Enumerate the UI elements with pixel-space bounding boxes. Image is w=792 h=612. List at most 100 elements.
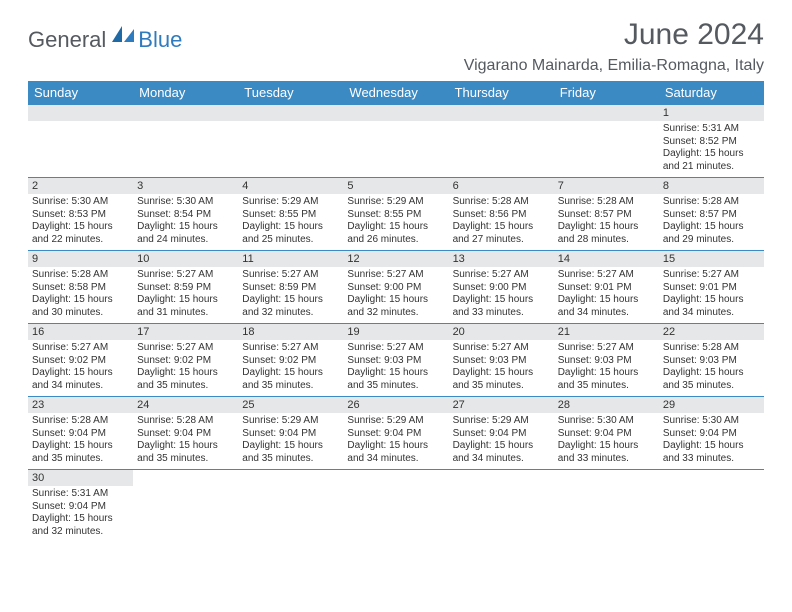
sunset-text: Sunset: 8:54 PM (137, 209, 234, 222)
daylight-text: Daylight: 15 hours and 34 minutes. (558, 294, 655, 319)
day-detail (238, 486, 343, 492)
day-number: 15 (659, 251, 764, 267)
daylight-text: Daylight: 15 hours and 35 minutes. (558, 367, 655, 392)
calendar-cell: 10Sunrise: 5:27 AMSunset: 8:59 PMDayligh… (133, 251, 238, 324)
sunset-text: Sunset: 8:55 PM (242, 209, 339, 222)
calendar-cell: 11Sunrise: 5:27 AMSunset: 8:59 PMDayligh… (238, 251, 343, 324)
day-number (343, 105, 448, 121)
daylight-text: Daylight: 15 hours and 35 minutes. (347, 367, 444, 392)
day-detail: Sunrise: 5:28 AMSunset: 9:04 PMDaylight:… (133, 413, 238, 469)
sunset-text: Sunset: 9:03 PM (453, 355, 550, 368)
calendar-cell: 2Sunrise: 5:30 AMSunset: 8:53 PMDaylight… (28, 178, 133, 251)
sunset-text: Sunset: 9:00 PM (347, 282, 444, 295)
calendar-cell: 19Sunrise: 5:27 AMSunset: 9:03 PMDayligh… (343, 324, 448, 397)
daylight-text: Daylight: 15 hours and 35 minutes. (242, 367, 339, 392)
sunrise-text: Sunrise: 5:27 AM (32, 342, 129, 355)
day-detail (343, 486, 448, 492)
sunset-text: Sunset: 8:56 PM (453, 209, 550, 222)
day-detail: Sunrise: 5:27 AMSunset: 9:02 PMDaylight:… (238, 340, 343, 396)
calendar-cell: 21Sunrise: 5:27 AMSunset: 9:03 PMDayligh… (554, 324, 659, 397)
sunrise-text: Sunrise: 5:31 AM (663, 123, 760, 136)
title-block: June 2024 (624, 18, 764, 52)
day-detail: Sunrise: 5:27 AMSunset: 9:01 PMDaylight:… (554, 267, 659, 323)
sunrise-text: Sunrise: 5:31 AM (32, 488, 129, 501)
day-detail (343, 121, 448, 127)
day-number (659, 470, 764, 486)
day-detail: Sunrise: 5:27 AMSunset: 9:03 PMDaylight:… (554, 340, 659, 396)
daylight-text: Daylight: 15 hours and 25 minutes. (242, 221, 339, 246)
day-detail: Sunrise: 5:27 AMSunset: 9:02 PMDaylight:… (28, 340, 133, 396)
day-number (554, 105, 659, 121)
day-number: 8 (659, 178, 764, 194)
sunset-text: Sunset: 9:02 PM (32, 355, 129, 368)
day-detail: Sunrise: 5:30 AMSunset: 8:54 PMDaylight:… (133, 194, 238, 250)
calendar-cell: 15Sunrise: 5:27 AMSunset: 9:01 PMDayligh… (659, 251, 764, 324)
day-detail: Sunrise: 5:31 AMSunset: 9:04 PMDaylight:… (28, 486, 133, 542)
calendar-cell (238, 470, 343, 543)
day-detail: Sunrise: 5:27 AMSunset: 9:01 PMDaylight:… (659, 267, 764, 323)
daylight-text: Daylight: 15 hours and 34 minutes. (347, 440, 444, 465)
sunrise-text: Sunrise: 5:27 AM (242, 342, 339, 355)
day-detail: Sunrise: 5:27 AMSunset: 9:02 PMDaylight:… (133, 340, 238, 396)
day-number: 24 (133, 397, 238, 413)
sunset-text: Sunset: 8:57 PM (558, 209, 655, 222)
calendar-cell (133, 470, 238, 543)
calendar-cell: 9Sunrise: 5:28 AMSunset: 8:58 PMDaylight… (28, 251, 133, 324)
sunrise-text: Sunrise: 5:29 AM (347, 196, 444, 209)
weekday-fri: Friday (554, 81, 659, 105)
daylight-text: Daylight: 15 hours and 35 minutes. (137, 440, 234, 465)
sunrise-text: Sunrise: 5:28 AM (453, 196, 550, 209)
daylight-text: Daylight: 15 hours and 35 minutes. (453, 367, 550, 392)
calendar-cell: 28Sunrise: 5:30 AMSunset: 9:04 PMDayligh… (554, 397, 659, 470)
day-detail: Sunrise: 5:30 AMSunset: 9:04 PMDaylight:… (659, 413, 764, 469)
day-number: 10 (133, 251, 238, 267)
day-detail: Sunrise: 5:28 AMSunset: 8:57 PMDaylight:… (554, 194, 659, 250)
calendar-cell (449, 470, 554, 543)
calendar-cell: 27Sunrise: 5:29 AMSunset: 9:04 PMDayligh… (449, 397, 554, 470)
sunset-text: Sunset: 9:03 PM (347, 355, 444, 368)
logo-text-general: General (28, 27, 106, 53)
sunset-text: Sunset: 9:00 PM (453, 282, 550, 295)
calendar-cell: 23Sunrise: 5:28 AMSunset: 9:04 PMDayligh… (28, 397, 133, 470)
logo-sail-icon (110, 24, 136, 49)
weekday-sun: Sunday (28, 81, 133, 105)
sunrise-text: Sunrise: 5:30 AM (663, 415, 760, 428)
calendar-cell: 20Sunrise: 5:27 AMSunset: 9:03 PMDayligh… (449, 324, 554, 397)
daylight-text: Daylight: 15 hours and 27 minutes. (453, 221, 550, 246)
sunrise-text: Sunrise: 5:27 AM (347, 342, 444, 355)
weekday-tue: Tuesday (238, 81, 343, 105)
daylight-text: Daylight: 15 hours and 35 minutes. (32, 440, 129, 465)
day-detail: Sunrise: 5:28 AMSunset: 8:57 PMDaylight:… (659, 194, 764, 250)
calendar-cell (343, 470, 448, 543)
sunset-text: Sunset: 9:02 PM (137, 355, 234, 368)
daylight-text: Daylight: 15 hours and 33 minutes. (663, 440, 760, 465)
day-detail: Sunrise: 5:28 AMSunset: 8:58 PMDaylight:… (28, 267, 133, 323)
sunrise-text: Sunrise: 5:29 AM (347, 415, 444, 428)
calendar-cell (449, 105, 554, 178)
weekday-thu: Thursday (449, 81, 554, 105)
calendar-cell: 14Sunrise: 5:27 AMSunset: 9:01 PMDayligh… (554, 251, 659, 324)
day-number: 16 (28, 324, 133, 340)
day-detail: Sunrise: 5:30 AMSunset: 9:04 PMDaylight:… (554, 413, 659, 469)
sunrise-text: Sunrise: 5:27 AM (453, 269, 550, 282)
daylight-text: Daylight: 15 hours and 24 minutes. (137, 221, 234, 246)
day-detail (449, 121, 554, 127)
logo-text-blue: Blue (138, 27, 182, 53)
daylight-text: Daylight: 15 hours and 34 minutes. (453, 440, 550, 465)
day-detail: Sunrise: 5:29 AMSunset: 8:55 PMDaylight:… (238, 194, 343, 250)
sunrise-text: Sunrise: 5:28 AM (137, 415, 234, 428)
sunset-text: Sunset: 8:52 PM (663, 136, 760, 149)
day-number: 29 (659, 397, 764, 413)
day-number: 12 (343, 251, 448, 267)
daylight-text: Daylight: 15 hours and 21 minutes. (663, 148, 760, 173)
daylight-text: Daylight: 15 hours and 35 minutes. (242, 440, 339, 465)
sunrise-text: Sunrise: 5:27 AM (558, 342, 655, 355)
sunset-text: Sunset: 8:53 PM (32, 209, 129, 222)
day-number (449, 105, 554, 121)
daylight-text: Daylight: 15 hours and 22 minutes. (32, 221, 129, 246)
day-detail: Sunrise: 5:28 AMSunset: 8:56 PMDaylight:… (449, 194, 554, 250)
daylight-text: Daylight: 15 hours and 34 minutes. (32, 367, 129, 392)
calendar-cell (554, 105, 659, 178)
day-number: 14 (554, 251, 659, 267)
sunset-text: Sunset: 9:04 PM (663, 428, 760, 441)
